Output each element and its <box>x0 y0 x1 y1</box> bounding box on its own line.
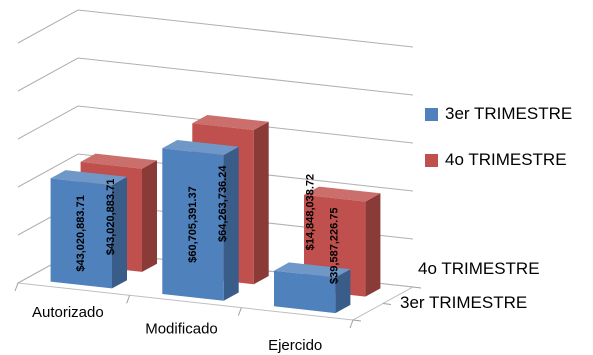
bar-top <box>162 140 239 156</box>
bar-top <box>304 186 381 202</box>
gridline <box>17 105 414 144</box>
category-label: Autorizado <box>32 304 104 321</box>
bar-side <box>335 269 351 314</box>
depth-axis-label: 3er TRIMESTRE <box>400 293 527 312</box>
data-label: $60,705,391.37 <box>187 186 199 262</box>
gridline <box>17 153 414 192</box>
bar-top <box>192 115 269 130</box>
depth-tick <box>412 286 422 289</box>
bar-side <box>112 176 127 289</box>
legend-item-4o-trimestre: 4o TRIMESTRE <box>425 150 572 170</box>
bar-side <box>142 160 157 272</box>
depth-axis-label: 4o TRIMESTRE <box>418 259 540 278</box>
data-label: $43,020,883.71 <box>105 179 117 255</box>
category-tick <box>14 282 19 292</box>
data-label: $43,020,883.71 <box>75 195 87 271</box>
gridline <box>17 57 414 96</box>
bar-front <box>50 178 112 289</box>
bar-top <box>274 262 351 278</box>
bar-3er-modificado <box>162 140 239 301</box>
bar-top <box>80 153 157 169</box>
category-tick <box>349 319 354 329</box>
data-label: $64,263,736.24 <box>217 165 229 242</box>
chart-labels: $43,020,883.71 $64,263,736.24 $39,587,226.… <box>32 165 540 354</box>
bar-3er-ejercido <box>274 262 351 314</box>
category-label: Ejercido <box>268 337 322 354</box>
bar-side <box>253 121 269 285</box>
legend-swatch <box>425 107 438 121</box>
data-label: $14,848,038.72 <box>305 174 317 250</box>
legend-label: 3er TRIMESTRE <box>445 104 573 123</box>
legend-item-3er-trimestre: 3er TRIMESTRE <box>425 104 572 124</box>
data-label: $39,587,226.75 <box>329 207 341 283</box>
legend-swatch <box>425 153 438 167</box>
depth-tick <box>382 303 392 305</box>
legend: 3er TRIMESTRE 4o TRIMESTRE <box>425 104 572 196</box>
bar-front <box>162 148 224 301</box>
category-tick <box>237 307 242 316</box>
bar-top <box>50 170 127 186</box>
depth-tick <box>352 319 362 322</box>
legend-label: 4o TRIMESTRE <box>445 150 567 169</box>
bar-side <box>223 146 239 301</box>
bar-3er-autorizado <box>50 170 127 289</box>
category-tick <box>126 295 131 304</box>
bar-side <box>365 193 381 297</box>
gridline <box>17 9 414 48</box>
chart-bars <box>50 115 381 314</box>
category-label: Modificado <box>145 321 218 338</box>
bar-front <box>274 270 336 314</box>
